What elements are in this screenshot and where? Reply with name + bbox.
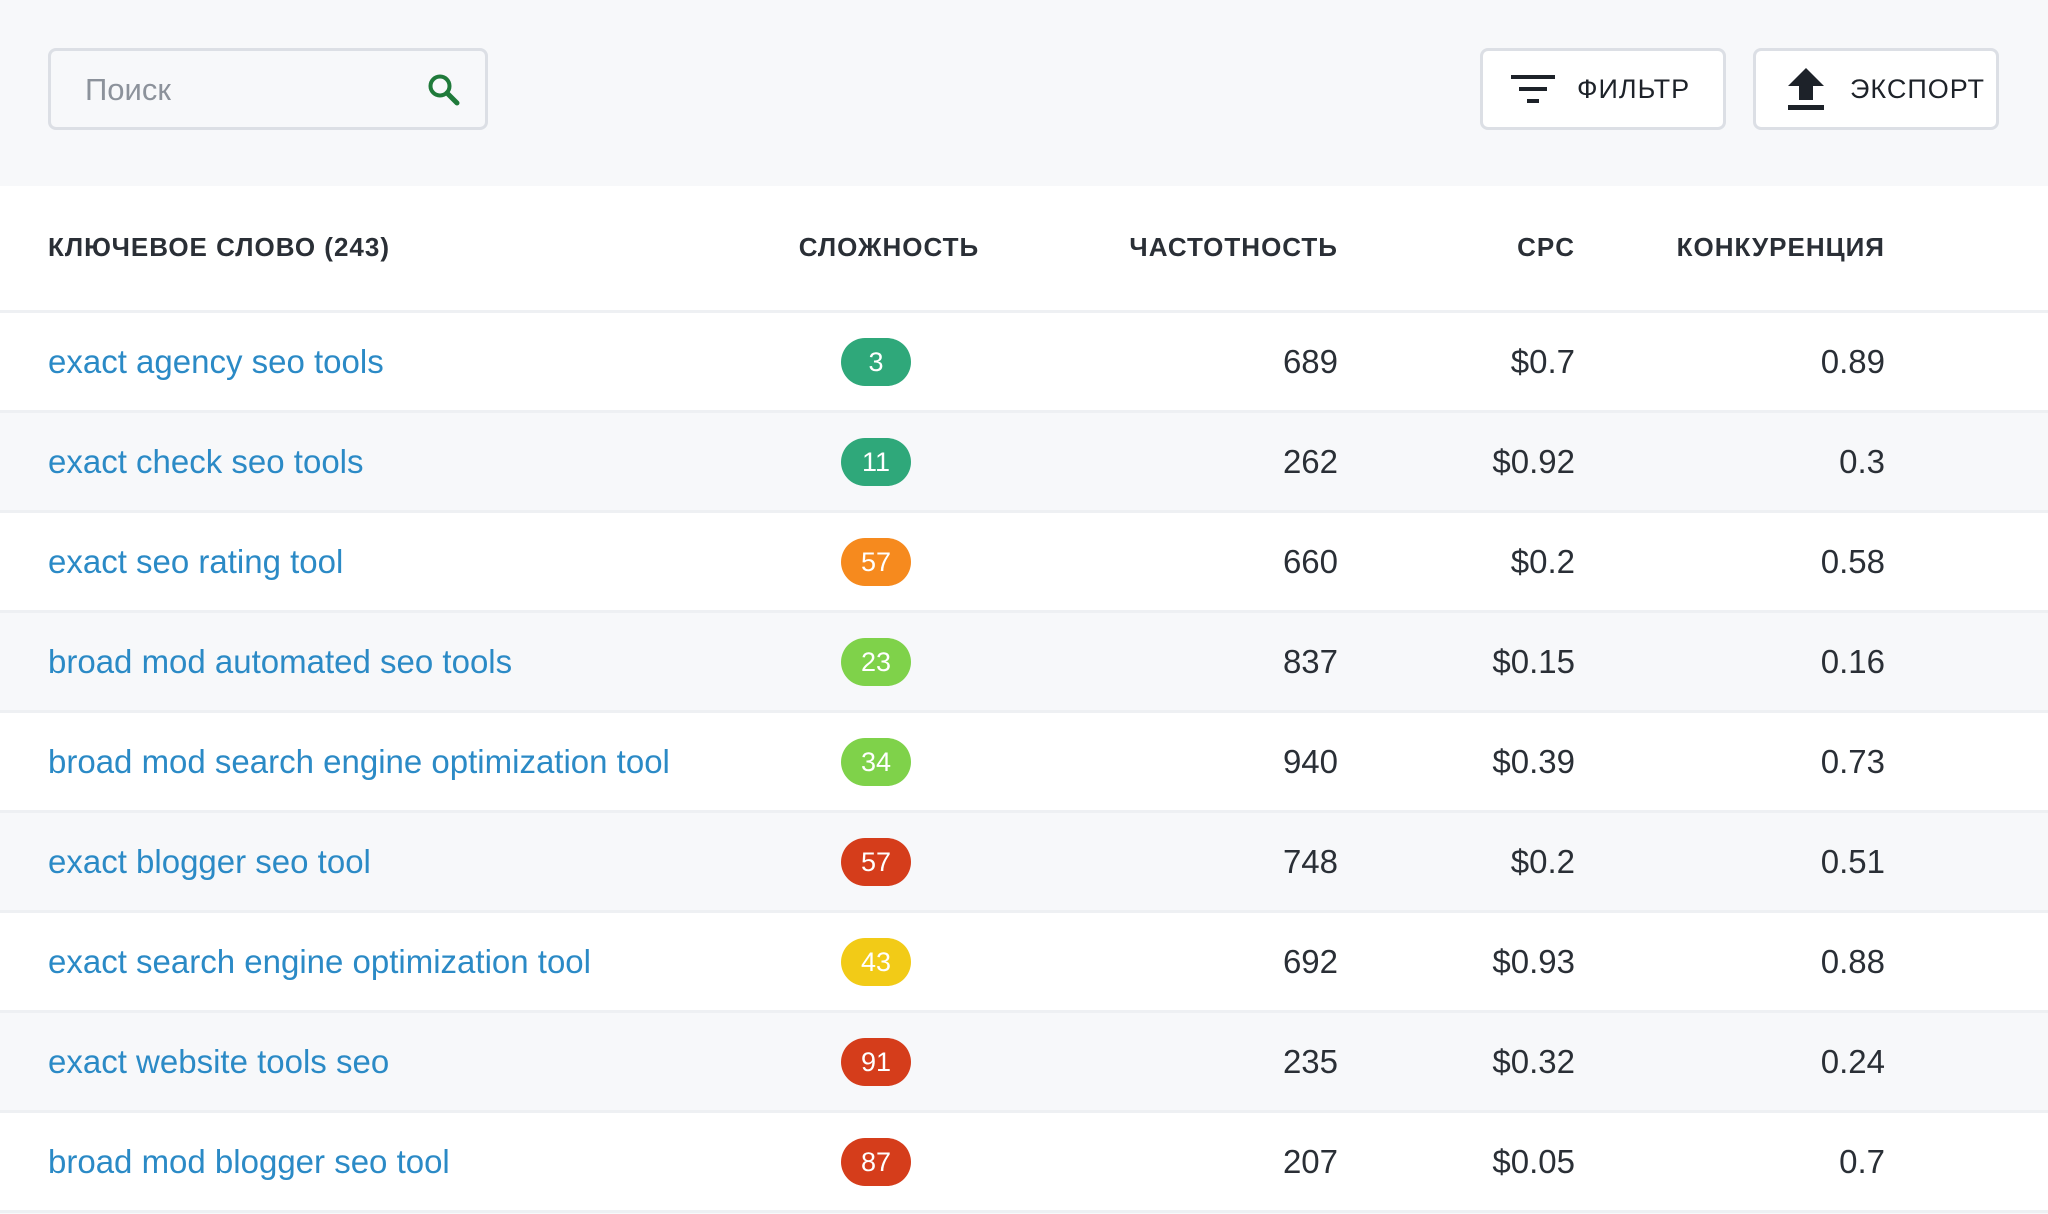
volume-cell: 660 <box>1282 543 1338 580</box>
cpc-cell: $0.93 <box>1492 943 1575 980</box>
difficulty-badge: 91 <box>841 1037 911 1086</box>
cpc-cell: $0.7 <box>1510 343 1575 380</box>
search-box[interactable] <box>48 48 488 130</box>
competition-cell: 0.51 <box>1820 843 1885 880</box>
difficulty-badge: 57 <box>841 837 911 886</box>
competition-cell: 0.58 <box>1820 543 1885 580</box>
cpc-cell: $0.32 <box>1492 1043 1575 1080</box>
difficulty-cell: 43 <box>841 913 911 1010</box>
volume-cell: 837 <box>1282 643 1338 680</box>
table-row: broad mod search engine optimization too… <box>0 713 2048 813</box>
column-header-cpc[interactable]: CPC <box>1517 232 1575 262</box>
export-button-label: ЭКСПОРТ <box>1850 73 1986 104</box>
keyword-link[interactable]: exact seo rating tool <box>48 543 344 580</box>
difficulty-badge: 3 <box>841 337 911 386</box>
competition-cell: 0.3 <box>1839 443 1885 480</box>
table-row: exact search engine optimization tool 43… <box>0 913 2048 1013</box>
table-row: exact seo rating tool 57 660 $0.2 0.58 <box>0 513 2048 613</box>
difficulty-badge: 11 <box>841 437 911 486</box>
cpc-cell: $0.2 <box>1510 843 1575 880</box>
filter-button-label: ФИЛЬТР <box>1577 73 1691 104</box>
competition-cell: 0.24 <box>1820 1043 1885 1080</box>
difficulty-badge: 23 <box>841 637 911 686</box>
table-row: exact check seo tools 11 262 $0.92 0.3 <box>0 413 2048 513</box>
table-row: exact agency seo tools 3 689 $0.7 0.89 <box>0 313 2048 413</box>
keyword-link[interactable]: broad mod blogger seo tool <box>48 1143 450 1180</box>
volume-cell: 748 <box>1282 843 1338 880</box>
column-header-keyword[interactable]: КЛЮЧЕВОЕ СЛОВО (243) <box>48 232 390 262</box>
keyword-link[interactable]: broad mod search engine optimization too… <box>48 743 670 780</box>
difficulty-cell: 3 <box>841 313 911 410</box>
difficulty-badge: 87 <box>841 1137 911 1186</box>
cpc-cell: $0.15 <box>1492 643 1575 680</box>
difficulty-cell: 23 <box>841 613 911 710</box>
competition-cell: 0.7 <box>1839 1143 1885 1180</box>
difficulty-badge: 43 <box>841 937 911 986</box>
filter-icon <box>1511 67 1555 111</box>
difficulty-cell: 87 <box>841 1113 911 1210</box>
cpc-cell: $0.2 <box>1510 543 1575 580</box>
column-header-competition[interactable]: КОНКУРЕНЦИЯ <box>1676 232 1885 262</box>
upload-icon <box>1784 67 1828 111</box>
volume-cell: 207 <box>1282 1143 1338 1180</box>
volume-cell: 689 <box>1282 343 1338 380</box>
difficulty-cell: 91 <box>841 1013 911 1110</box>
cpc-cell: $0.05 <box>1492 1143 1575 1180</box>
search-icon[interactable] <box>427 73 461 107</box>
volume-cell: 940 <box>1282 743 1338 780</box>
keyword-link[interactable]: exact agency seo tools <box>48 343 384 380</box>
volume-cell: 262 <box>1282 443 1338 480</box>
keyword-link[interactable]: exact search engine optimization tool <box>48 943 591 980</box>
table-row: exact blogger seo tool 57 748 $0.2 0.51 <box>0 813 2048 913</box>
keyword-link[interactable]: exact website tools seo <box>48 1043 390 1080</box>
difficulty-cell: 11 <box>841 413 911 510</box>
table-row: exact website tools seo 91 235 $0.32 0.2… <box>0 1013 2048 1113</box>
volume-cell: 235 <box>1282 1043 1338 1080</box>
cpc-cell: $0.92 <box>1492 443 1575 480</box>
search-input[interactable] <box>83 51 417 129</box>
difficulty-cell: 57 <box>841 813 911 910</box>
column-header-volume[interactable]: ЧАСТОТНОСТЬ <box>1129 232 1338 262</box>
column-header-difficulty[interactable]: СЛОЖНОСТЬ <box>798 232 980 262</box>
volume-cell: 692 <box>1282 943 1338 980</box>
keyword-link[interactable]: exact blogger seo tool <box>48 843 371 880</box>
competition-cell: 0.73 <box>1820 743 1885 780</box>
table-row: broad mod blogger seo tool 87 207 $0.05 … <box>0 1113 2048 1213</box>
difficulty-cell: 34 <box>841 713 911 810</box>
cpc-cell: $0.39 <box>1492 743 1575 780</box>
export-button[interactable]: ЭКСПОРТ <box>1753 48 1999 130</box>
toolbar: ФИЛЬТР ЭКСПОРТ <box>0 0 2048 186</box>
keyword-link[interactable]: broad mod automated seo tools <box>48 643 513 680</box>
competition-cell: 0.88 <box>1820 943 1885 980</box>
table-row: broad mod automated seo tools 23 837 $0.… <box>0 613 2048 713</box>
keywords-table: КЛЮЧЕВОЕ СЛОВО (243) СЛОЖНОСТЬ ЧАСТОТНОС… <box>0 186 2048 1213</box>
difficulty-badge: 57 <box>841 537 911 586</box>
keyword-link[interactable]: exact check seo tools <box>48 443 364 480</box>
competition-cell: 0.16 <box>1820 643 1885 680</box>
difficulty-badge: 34 <box>841 737 911 786</box>
filter-button[interactable]: ФИЛЬТР <box>1480 48 1726 130</box>
difficulty-cell: 57 <box>841 513 911 610</box>
table-header: КЛЮЧЕВОЕ СЛОВО (243) СЛОЖНОСТЬ ЧАСТОТНОС… <box>0 186 2048 313</box>
competition-cell: 0.89 <box>1820 343 1885 380</box>
